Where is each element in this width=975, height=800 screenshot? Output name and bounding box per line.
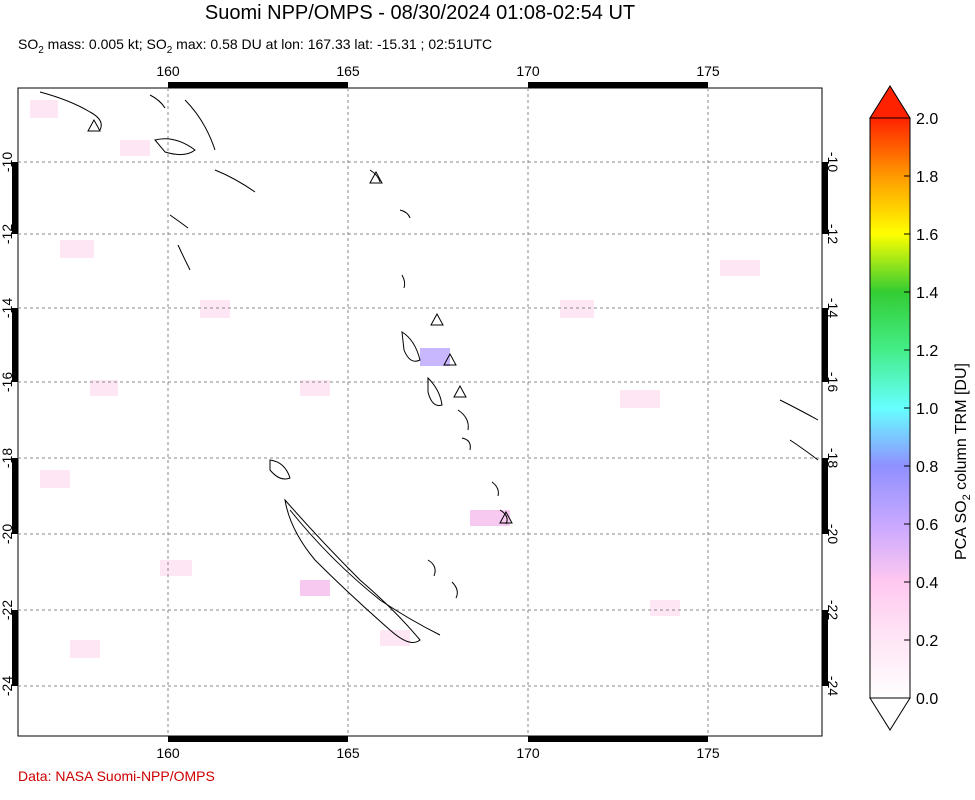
volcano-triangle-3 [430,312,444,326]
frame-bars [12,82,828,742]
lat-label-right-8: -24 [825,676,841,696]
map-panel [12,82,828,742]
graticule [18,88,822,736]
bottom-lon-labels: 160 165 170 175 [156,745,720,761]
coast-tanna [491,481,499,497]
lat-label-right-1: -10 [825,152,841,172]
coast-makira [214,169,256,193]
cb-label-3: 0.6 [916,517,938,534]
coast-loyalty-1 [427,559,436,577]
coast-guadalcanal [154,138,196,156]
coast-efate [457,409,469,431]
lon-label-top-1: 160 [156,63,180,79]
lon-label-top-2: 165 [336,63,360,79]
so2-pixel-newcal [300,580,330,596]
so2-pixels [30,100,760,658]
coast-malekula [427,376,443,406]
colorbar-bottom-arrow [869,697,911,731]
lat-label-right-5: -18 [825,448,841,468]
coast-solomons-1 [39,91,102,131]
coast-newcal-main [284,498,421,643]
right-lat-labels: -10 -12 -14 -16 -18 -20 -22 -24 [825,152,841,696]
lat-label-right-6: -20 [825,524,841,544]
volcano-markers [87,118,513,524]
lat-label-right-2: -12 [825,224,841,244]
volcano-triangle-5 [453,384,467,398]
coast-erromango [461,437,471,451]
coast-torres [369,169,381,183]
lat-label-left-8: -24 [0,676,15,696]
cb-label-2: 0.4 [916,575,938,592]
colorbar-ticks [904,117,910,699]
colorbar-body [869,117,911,699]
volcano-triangle-6 [499,510,513,524]
coast-newcal-reef [289,509,441,636]
lat-label-left-1: -10 [0,152,15,172]
data-credit: Data: NASA Suomi-NPP/OMPS [18,768,215,784]
lat-label-left-2: -12 [0,224,15,244]
lon-label-top-3: 170 [516,63,540,79]
lon-label-bottom-3: 170 [516,745,540,761]
lon-label-bottom-1: 160 [156,745,180,761]
coast-solomons-2 [149,94,166,109]
coast-santa-cruz-a [169,214,189,229]
lat-label-right-4: -16 [825,372,841,392]
colorbar: 0.0 0.2 0.4 0.6 0.8 1.0 1.2 1.4 1.6 1.8 … [869,85,973,731]
cb-label-7: 1.4 [916,285,938,302]
lon-label-bottom-2: 165 [336,745,360,761]
lat-label-right-3: -14 [825,298,841,318]
volcano-triangle-4 [443,352,457,366]
coast-loyalty-2 [451,581,458,599]
cb-label-8: 1.6 [916,227,938,244]
coastlines [39,91,819,643]
lat-label-left-4: -16 [0,372,15,392]
colorbar-top-arrow [869,85,911,119]
lon-label-bottom-4: 175 [696,745,720,761]
map-subtitle: SO2 mass: 0.005 kt; SO2 max: 0.58 DU at … [18,36,493,56]
coast-east-island [779,399,819,421]
coast-banks [399,209,411,219]
cb-label-0: 0.0 [916,691,938,708]
coast-newcal-a [269,459,291,480]
lon-label-top-4: 175 [696,63,720,79]
lat-label-left-5: -18 [0,448,15,468]
cb-label-6: 1.2 [916,343,938,360]
coast-vanuatu-1 [401,274,406,289]
so2-max-pixel [420,348,450,366]
lat-label-right-7: -22 [825,600,841,620]
cb-label-5: 1.0 [916,401,938,418]
cb-label-1: 0.2 [916,633,938,650]
lat-label-left-3: -14 [0,298,15,318]
cb-label-9: 1.8 [916,169,938,186]
colorbar-tick-labels: 0.0 0.2 0.4 0.6 0.8 1.0 1.2 1.4 1.6 1.8 … [916,111,938,708]
cb-label-10: 2.0 [916,111,938,128]
coast-santa-cruz-b [177,244,191,271]
colorbar-label: PCA SO2 column TRM [DU] [953,363,973,560]
cb-label-4: 0.8 [916,459,938,476]
volcano-triangle-1 [87,118,101,132]
coast-solomons-3 [184,99,216,151]
coast-east-island-2 [789,439,819,461]
map-title: Suomi NPP/OMPS - 08/30/2024 01:08-02:54 … [204,2,636,24]
volcano-triangle-2 [369,170,383,184]
left-lat-labels: -10 -12 -14 -16 -18 -20 -22 -24 [0,152,15,696]
lat-label-left-7: -22 [0,600,15,620]
coast-santo [401,331,421,362]
lat-label-left-6: -20 [0,524,15,544]
top-lon-labels: 160 165 170 175 [156,63,720,79]
